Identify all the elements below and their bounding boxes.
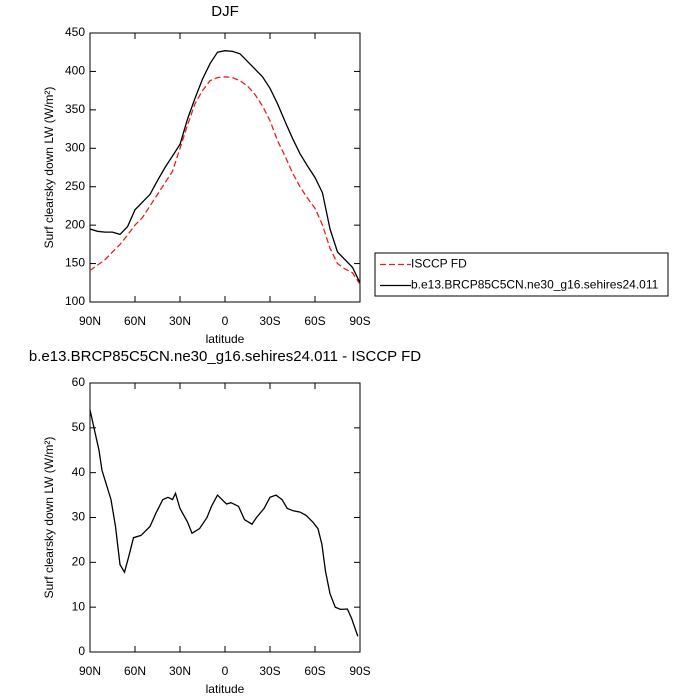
data-line bbox=[89, 50, 361, 284]
x-axis-label: latitude bbox=[206, 332, 245, 346]
y-tick-label: 400 bbox=[65, 64, 85, 78]
x-tick-label: 0 bbox=[222, 314, 229, 328]
plot-frame bbox=[89, 32, 361, 303]
legend-box bbox=[374, 252, 669, 297]
plot-frame bbox=[89, 382, 361, 653]
y-tick-label: 100 bbox=[65, 294, 85, 308]
x-tick-label: 30N bbox=[169, 314, 191, 328]
y-axis-label: Surf clearsky down LW (W/m²) bbox=[42, 437, 56, 599]
x-tick-label: 0 bbox=[222, 664, 229, 678]
x-tick-label: 90S bbox=[349, 664, 370, 678]
chart-title: DJF bbox=[211, 3, 239, 20]
x-tick-label: 90N bbox=[79, 314, 101, 328]
x-axis-label: latitude bbox=[206, 682, 245, 696]
data-line bbox=[89, 76, 361, 285]
y-tick-label: 60 bbox=[72, 375, 86, 389]
x-tick-label: 30S bbox=[259, 664, 280, 678]
y-tick-label: 30 bbox=[72, 510, 86, 524]
y-tick-label: 50 bbox=[72, 420, 86, 434]
legend-label: ISCCP FD bbox=[411, 257, 467, 271]
y-tick-label: 40 bbox=[72, 465, 86, 479]
x-tick-label: 90S bbox=[349, 314, 370, 328]
x-tick-label: 90N bbox=[79, 664, 101, 678]
y-tick-label: 10 bbox=[72, 599, 86, 613]
data-line bbox=[89, 409, 359, 637]
x-tick-label: 60S bbox=[304, 314, 325, 328]
y-tick-label: 0 bbox=[78, 644, 85, 658]
x-tick-label: 30N bbox=[169, 664, 191, 678]
y-tick-label: 200 bbox=[65, 217, 85, 231]
legend-label: b.e13.BRCP85C5CN.ne30_g16.sehires24.011 bbox=[411, 278, 659, 292]
y-tick-label: 300 bbox=[65, 140, 85, 154]
y-tick-label: 450 bbox=[65, 25, 85, 39]
y-tick-label: 150 bbox=[65, 256, 85, 270]
x-tick-label: 30S bbox=[259, 314, 280, 328]
y-tick-label: 250 bbox=[65, 179, 85, 193]
y-tick-label: 20 bbox=[72, 555, 86, 569]
x-tick-label: 60N bbox=[124, 664, 146, 678]
y-tick-label: 350 bbox=[65, 102, 85, 116]
y-axis-label: Surf clearsky down LW (W/m²) bbox=[42, 87, 56, 249]
chart-title: b.e13.BRCP85C5CN.ne30_g16.sehires24.011 … bbox=[29, 348, 421, 365]
x-tick-label: 60S bbox=[304, 664, 325, 678]
x-tick-label: 60N bbox=[124, 314, 146, 328]
